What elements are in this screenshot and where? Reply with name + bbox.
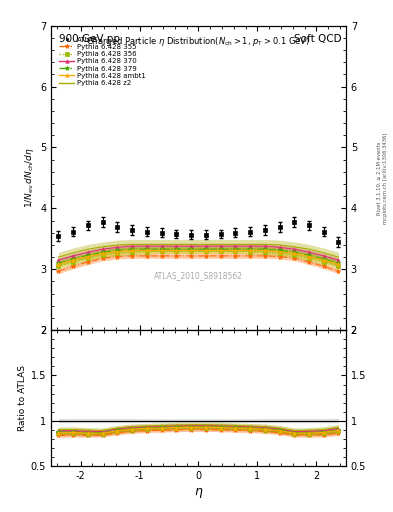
Text: Charged Particle $\eta$ Distribution($N_\mathrm{ch} > 1$, $p_\mathrm{T} > 0.1$ G: Charged Particle $\eta$ Distribution($N_… [86, 35, 310, 48]
Y-axis label: Ratio to ATLAS: Ratio to ATLAS [18, 365, 27, 431]
Text: Soft QCD: Soft QCD [294, 33, 342, 44]
Text: mcplots.cern.ch [arXiv:1306.3436]: mcplots.cern.ch [arXiv:1306.3436] [384, 132, 388, 224]
Legend: ATLAS, Pythia 6.428 355, Pythia 6.428 356, Pythia 6.428 370, Pythia 6.428 379, P: ATLAS, Pythia 6.428 355, Pythia 6.428 35… [57, 35, 147, 88]
Text: ATLAS_2010_S8918562: ATLAS_2010_S8918562 [154, 271, 243, 280]
X-axis label: $\eta$: $\eta$ [194, 486, 203, 500]
Text: Rivet 3.1.10, ≥ 2.1M events: Rivet 3.1.10, ≥ 2.1M events [377, 141, 382, 215]
Y-axis label: $1/N_\mathrm{ev}\,dN_\mathrm{ch}/d\eta$: $1/N_\mathrm{ev}\,dN_\mathrm{ch}/d\eta$ [23, 147, 36, 208]
Text: 900 GeV pp: 900 GeV pp [59, 33, 120, 44]
